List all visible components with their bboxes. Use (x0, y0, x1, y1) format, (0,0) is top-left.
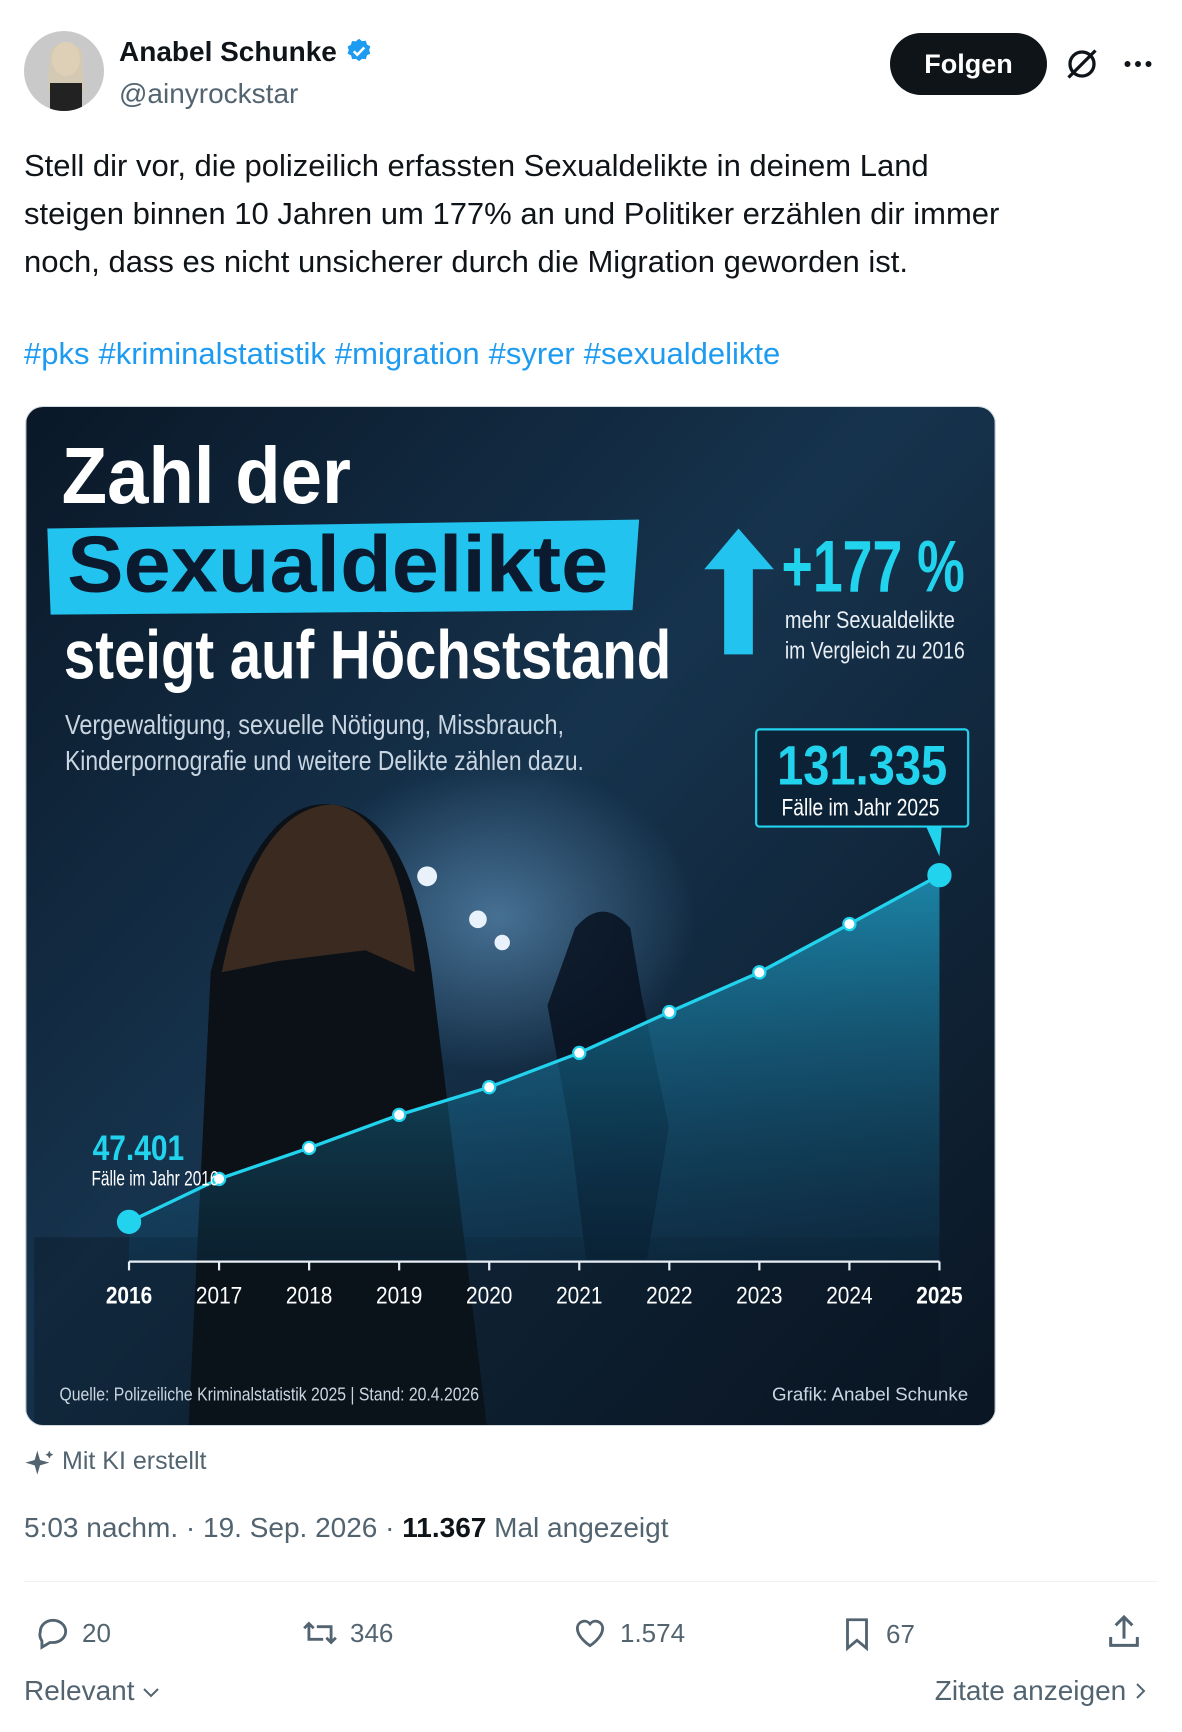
data-point (391, 1107, 407, 1123)
like-action[interactable]: 1.574 (570, 1614, 685, 1652)
follow-button[interactable]: Folgen (890, 33, 1047, 95)
grok-icon[interactable] (1064, 46, 1100, 82)
callout-pointer (926, 826, 942, 857)
view-count: 11.367 (402, 1512, 487, 1543)
data-point (662, 1004, 677, 1020)
x-tick-label: 2020 (466, 1283, 512, 1310)
avatar[interactable] (24, 31, 104, 111)
reply-icon (38, 1618, 68, 1650)
data-point (211, 1171, 227, 1187)
x-tick-label: 2023 (736, 1283, 782, 1310)
data-point (572, 1045, 587, 1061)
more-icon[interactable] (1120, 50, 1156, 78)
verified-badge (347, 38, 370, 62)
source: Quelle: Polizeiliche Kriminalstatistik 2… (59, 1384, 479, 1405)
divider (24, 1581, 1158, 1582)
bookmark-action[interactable]: 67 (838, 1614, 915, 1654)
reply-count: 20 (82, 1617, 111, 1648)
line-chart: 2016 2017 2018 2019 2020 2021 2022 2023 2024 2025 (106, 863, 963, 1310)
start-note: Fälle im Jahr 2016 (91, 1167, 218, 1190)
x-tick-label: 2022 (646, 1283, 692, 1310)
tweet-meta: 5:03 nachm. · 19. Sep. 2026 · 11.367 Mal… (24, 1512, 669, 1544)
data-point (482, 1080, 497, 1095)
sparkle-icon (25, 1450, 54, 1475)
data-point (842, 916, 857, 932)
hair (221, 804, 415, 973)
up-arrow (704, 528, 774, 655)
share-icon[interactable] (1104, 1612, 1144, 1652)
author-name[interactable]: Anabel Schunke (119, 36, 373, 68)
credit: Grafik: Anabel Schunke (772, 1384, 968, 1405)
data-point (927, 863, 952, 888)
x-tick-label: 2021 (556, 1283, 602, 1310)
hashtag[interactable]: #migration (334, 336, 480, 371)
quotes-link[interactable]: Zitate anzeigen (935, 1675, 1148, 1707)
data-point (752, 965, 767, 980)
like-count: 1.574 (620, 1617, 686, 1648)
separator: · (385, 1512, 395, 1543)
text-line: Stell dir vor, die polizeilich erfassten… (24, 148, 929, 183)
hashtag[interactable]: #pks (24, 336, 90, 371)
data-line (128, 873, 941, 1224)
repost-action[interactable]: 346 (300, 1614, 393, 1652)
views-suffix: Mal angezeigt (494, 1512, 669, 1543)
change-note: mehr Sexualdelikte (785, 607, 955, 634)
subtitle-line: Vergewaltigung, sexuelle Nötigung, Missb… (65, 709, 564, 740)
title-line: steigt auf Höchststand (64, 617, 671, 694)
data-point (116, 1209, 142, 1234)
hashtag[interactable]: #syrer (488, 336, 575, 371)
hashtag[interactable]: #kriminalstatistik (98, 336, 326, 371)
title-line: Sexualdelikte (67, 519, 608, 608)
quotes-label[interactable]: Zitate anzeigen (934, 1675, 1127, 1706)
x-tick-label: 2019 (376, 1283, 422, 1310)
x-tick-label: 2016 (106, 1283, 152, 1310)
text-line: steigen binnen 10 Jahren um 177% an und … (24, 196, 1000, 231)
date[interactable]: 19. Sep. 2026 (203, 1512, 378, 1543)
title-line: Zahl der (62, 431, 351, 520)
subtitle-line: Kinderpornografie und weitere Delikte zä… (65, 745, 584, 776)
lamp (494, 934, 510, 951)
infographic: Zahl der Sexualdelikte steigt auf Höchst… (26, 407, 995, 1425)
end-callout (755, 728, 970, 828)
chevron-right (1136, 1683, 1146, 1699)
change-label: +177 % (782, 526, 965, 607)
lamp (469, 910, 487, 929)
ai-note: Mit KI erstellt (62, 1447, 207, 1475)
bookmark-icon (846, 1618, 868, 1652)
author-name-text[interactable]: Anabel Schunke (119, 36, 337, 67)
text-line: noch, dass es nicht unsicherer durch die… (24, 244, 908, 279)
change-note: im Vergleich zu 2016 (785, 638, 965, 665)
data-point (301, 1140, 317, 1156)
area (129, 875, 940, 1262)
start-value-label: 47.401 (93, 1129, 185, 1168)
bookmark-count: 67 (886, 1618, 915, 1649)
separator: · (185, 1512, 196, 1543)
tweet-text: Stell dir vor, die polizeilich erfassten… (24, 142, 999, 286)
repost-count: 346 (350, 1617, 394, 1648)
title-highlight (47, 519, 640, 615)
author-handle[interactable]: @ainyrockstar (119, 78, 299, 109)
chevron-down (143, 1688, 160, 1698)
x-tick-label: 2025 (916, 1283, 962, 1310)
hashtags: #pks #kriminalstatistik #migration #syrer #s… (24, 336, 789, 372)
end-value-label: 131.335 (777, 735, 947, 797)
x-tick-label: 2018 (286, 1283, 332, 1310)
floor-shade (34, 1237, 940, 1425)
like-icon (575, 1619, 605, 1648)
lamp (417, 866, 438, 887)
time[interactable]: 5:03 nachm. (24, 1512, 179, 1543)
post-image[interactable]: Zahl der Sexualdelikte steigt auf Höchst… (25, 406, 996, 1426)
x-tick-label: 2024 (826, 1283, 872, 1310)
hashtag[interactable]: #sexualdelikte (583, 336, 781, 371)
repost-icon (303, 1621, 337, 1645)
x-tick-label: 2017 (196, 1283, 242, 1310)
reply-action[interactable]: 20 (34, 1614, 111, 1652)
sort-selector[interactable]: Relevant (24, 1675, 160, 1707)
sort-label[interactable]: Relevant (24, 1675, 135, 1706)
end-note: Fälle im Jahr 2025 (782, 795, 940, 822)
